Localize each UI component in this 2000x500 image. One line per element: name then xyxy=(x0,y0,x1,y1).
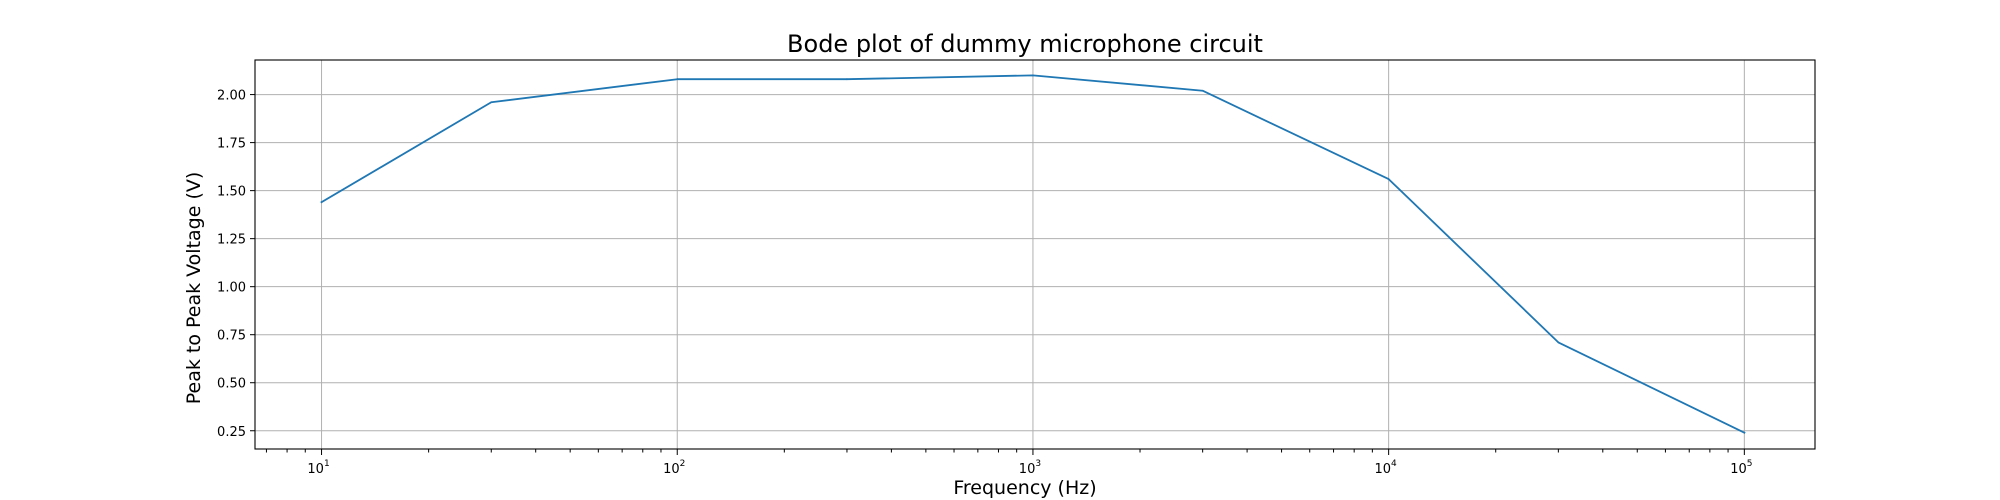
data-point xyxy=(490,101,493,104)
x-tick-base: 10 xyxy=(1019,462,1036,477)
data-point xyxy=(1557,341,1560,344)
x-tick-label: 101 xyxy=(307,459,329,477)
x-tick-base: 10 xyxy=(663,462,680,477)
x-axis-label: Frequency (Hz) xyxy=(953,477,1096,499)
y-tick-label: 1.75 xyxy=(217,137,246,152)
x-tick-label: 103 xyxy=(1019,459,1041,477)
y-tick-label: 1.50 xyxy=(217,185,246,200)
chart-title: Bode plot of dummy microphone circuit xyxy=(787,30,1263,58)
data-point xyxy=(1743,431,1746,434)
x-tick-base: 10 xyxy=(1374,462,1391,477)
x-tick-exponent: 3 xyxy=(1035,459,1041,469)
data-point xyxy=(1201,89,1204,92)
x-tick-exponent: 1 xyxy=(324,459,330,469)
y-tick-label: 0.50 xyxy=(217,377,246,392)
series-layer xyxy=(320,74,1746,434)
x-tick-label: 105 xyxy=(1730,459,1752,477)
grid-lines xyxy=(255,60,1815,449)
y-tick-label: 2.00 xyxy=(217,89,246,104)
data-point xyxy=(320,201,323,204)
x-tick-label: 104 xyxy=(1374,459,1397,477)
x-tick-base: 10 xyxy=(307,462,324,477)
x-tick-base: 10 xyxy=(1730,462,1747,477)
x-tick-exponent: 2 xyxy=(680,459,686,469)
plot-area-frame xyxy=(254,59,1816,450)
data-point xyxy=(1032,74,1034,77)
y-tick-label: 0.25 xyxy=(217,425,246,440)
y-tick-label: 0.75 xyxy=(217,329,246,344)
x-tick-exponent: 5 xyxy=(1747,459,1753,469)
data-point xyxy=(676,78,679,81)
y-tick-label: 1.25 xyxy=(217,233,246,248)
y-tick-label: 1.00 xyxy=(217,281,246,296)
data-point xyxy=(846,78,848,81)
data-point xyxy=(1387,178,1390,181)
y-axis-label: Peak to Peak Voltage (V) xyxy=(183,172,205,405)
x-tick-label: 102 xyxy=(663,459,685,477)
x-tick-exponent: 4 xyxy=(1391,459,1397,469)
